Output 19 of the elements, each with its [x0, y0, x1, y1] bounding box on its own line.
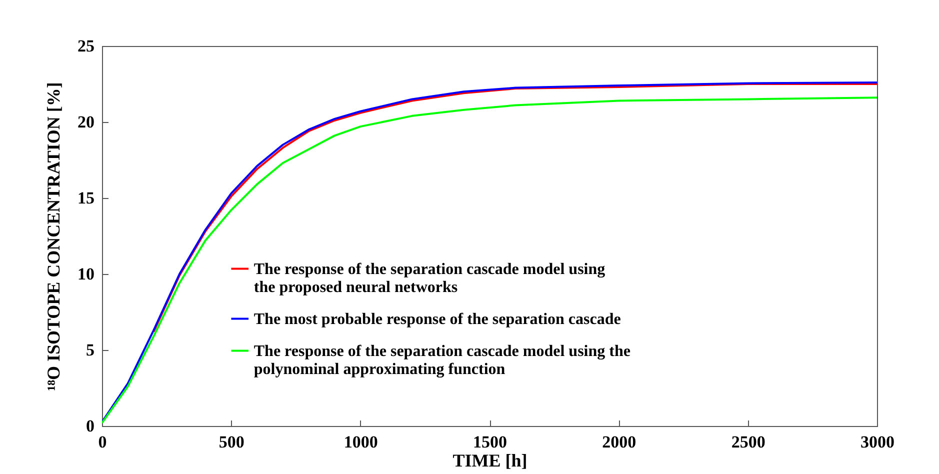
legend-label: The most probable response of the separation cascade: [254, 310, 621, 328]
x-tick-label: 3000: [860, 432, 894, 452]
y-tick-label: 15: [78, 188, 94, 208]
y-tick-label: 10: [78, 264, 94, 284]
legend-label: The response of the separation cascade model using the polynominal approximating function: [254, 342, 630, 378]
x-tick-label: 1000: [344, 432, 378, 452]
x-tick-label: 500: [218, 432, 244, 452]
legend-label: The response of the separation cascade model using the proposed neural networks: [254, 260, 606, 296]
x-tick-label: 2000: [602, 432, 636, 452]
x-tick-label: 1500: [473, 432, 507, 452]
y-tick-label: 25: [78, 36, 94, 56]
x-tick-label: 2500: [731, 432, 766, 452]
x-axis-title: TIME [h]: [452, 450, 528, 470]
x-tick-label: 0: [98, 432, 107, 452]
y-tick-label: 20: [78, 112, 94, 132]
y-tick-label: 0: [86, 416, 94, 436]
y-tick-label: 5: [86, 340, 94, 360]
y-axis-title: ¹⁸O ISOTOPE CONCENTRATION [%]: [44, 82, 64, 391]
line-series: [152, 83, 877, 333]
